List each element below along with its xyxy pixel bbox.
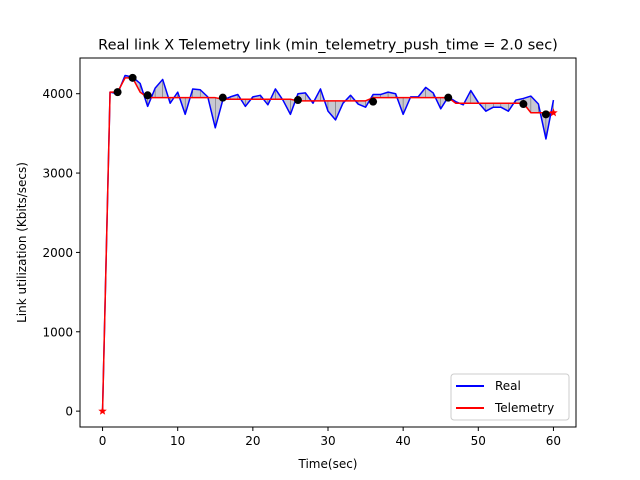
star-marker bbox=[549, 108, 558, 117]
x-tick-label: 30 bbox=[320, 434, 335, 448]
y-tick-label: 3000 bbox=[42, 167, 73, 181]
push-point bbox=[128, 73, 137, 82]
y-axis: 0 1000 2000 3000 4000 bbox=[42, 87, 80, 419]
x-tick-label: 50 bbox=[471, 434, 486, 448]
push-point bbox=[113, 88, 122, 97]
y-tick-label: 4000 bbox=[42, 87, 73, 101]
x-axis-label: Time(sec) bbox=[298, 457, 358, 471]
push-point bbox=[519, 100, 528, 109]
y-tick-label: 0 bbox=[65, 405, 73, 419]
x-tick-label: 60 bbox=[546, 434, 561, 448]
x-tick-label: 0 bbox=[99, 434, 107, 448]
series-layer bbox=[101, 74, 555, 412]
y-tick-label: 1000 bbox=[42, 325, 73, 339]
legend: Real Telemetry bbox=[450, 373, 570, 421]
y-tick-label: 2000 bbox=[42, 246, 73, 260]
legend-real-label: Real bbox=[495, 379, 521, 393]
series-line-real bbox=[101, 74, 555, 412]
push-point bbox=[444, 93, 453, 102]
y-axis-label: Link utilization (Kbits/secs) bbox=[15, 162, 29, 323]
x-axis: 0 10 20 30 40 50 60 bbox=[99, 427, 561, 448]
chart-title: Real link X Telemetry link (min_telemetr… bbox=[98, 38, 558, 54]
x-tick-label: 40 bbox=[396, 434, 411, 448]
push-point bbox=[369, 97, 378, 106]
push-point bbox=[143, 91, 152, 100]
plot-area bbox=[79, 57, 577, 428]
push-point bbox=[293, 96, 302, 105]
x-tick-label: 20 bbox=[245, 434, 260, 448]
series-line-telemetry bbox=[101, 77, 554, 412]
push-point bbox=[541, 110, 550, 119]
plot-background bbox=[80, 58, 576, 427]
marker-layer bbox=[98, 73, 558, 415]
star-marker bbox=[98, 406, 107, 415]
x-tick-label: 10 bbox=[170, 434, 185, 448]
push-point bbox=[218, 93, 227, 102]
legend-telemetry-label: Telemetry bbox=[494, 401, 554, 415]
